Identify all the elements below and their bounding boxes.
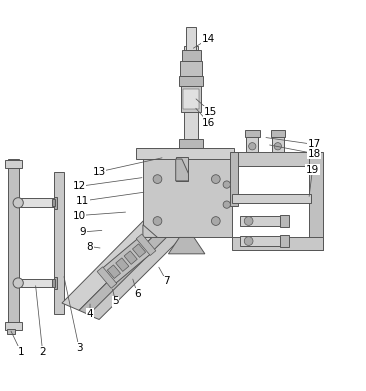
Polygon shape (124, 251, 137, 264)
Bar (231, 152, 238, 206)
Bar (135, 148, 234, 159)
Bar (246, 133, 258, 152)
Polygon shape (79, 203, 203, 317)
Circle shape (13, 198, 23, 208)
Bar (7, 328, 15, 334)
Text: 1: 1 (18, 346, 24, 357)
Bar (52, 199, 55, 206)
Circle shape (153, 217, 162, 225)
Circle shape (274, 143, 281, 150)
Text: 11: 11 (76, 196, 89, 206)
Text: 19: 19 (306, 165, 319, 175)
Circle shape (212, 175, 220, 183)
Text: 18: 18 (308, 149, 321, 159)
Circle shape (212, 217, 220, 225)
Bar (179, 76, 203, 86)
Bar (5, 160, 22, 168)
Bar (183, 89, 199, 109)
Bar (270, 130, 285, 137)
Polygon shape (97, 267, 117, 288)
Polygon shape (168, 237, 205, 254)
Bar (5, 323, 22, 330)
Polygon shape (107, 265, 120, 278)
Circle shape (223, 201, 231, 208)
Bar (179, 139, 203, 148)
Bar (176, 157, 188, 181)
Polygon shape (176, 159, 188, 181)
Bar (280, 215, 289, 227)
Bar (309, 152, 323, 250)
Polygon shape (88, 214, 201, 319)
Circle shape (244, 237, 253, 246)
Polygon shape (136, 234, 156, 255)
Bar (143, 157, 232, 237)
Bar (181, 86, 201, 112)
Text: 7: 7 (163, 276, 170, 286)
Bar (180, 61, 202, 76)
Bar (182, 50, 201, 61)
Bar (184, 46, 198, 148)
Circle shape (153, 175, 162, 183)
Text: 13: 13 (93, 167, 106, 177)
Text: 2: 2 (39, 346, 46, 357)
Text: 16: 16 (202, 118, 215, 127)
Text: 6: 6 (134, 289, 141, 299)
Bar (18, 198, 55, 207)
Bar (239, 216, 281, 226)
Circle shape (13, 278, 23, 288)
Bar (239, 236, 281, 246)
Text: 17: 17 (308, 140, 321, 149)
Text: 14: 14 (202, 34, 215, 44)
Polygon shape (132, 244, 146, 257)
Circle shape (244, 217, 253, 225)
Polygon shape (116, 258, 129, 271)
Bar (232, 152, 322, 166)
Bar (245, 130, 259, 137)
Bar (232, 194, 311, 203)
Polygon shape (143, 225, 157, 237)
Bar (186, 27, 196, 61)
Text: 15: 15 (204, 107, 217, 117)
Circle shape (223, 181, 231, 188)
Bar (8, 159, 19, 327)
Text: 3: 3 (76, 343, 82, 353)
Bar (18, 279, 55, 287)
Bar (53, 172, 64, 314)
Circle shape (249, 143, 256, 150)
Text: 9: 9 (79, 227, 86, 237)
Text: 10: 10 (72, 211, 86, 221)
Bar (53, 277, 57, 289)
Text: 12: 12 (72, 181, 86, 191)
Polygon shape (62, 196, 187, 310)
Bar (272, 133, 284, 152)
Text: 8: 8 (87, 242, 93, 251)
Bar (53, 197, 57, 209)
Text: 4: 4 (87, 309, 93, 319)
Bar (280, 235, 289, 247)
Bar (52, 279, 55, 287)
Text: 5: 5 (112, 296, 119, 306)
Bar (232, 237, 323, 250)
Polygon shape (102, 238, 151, 284)
